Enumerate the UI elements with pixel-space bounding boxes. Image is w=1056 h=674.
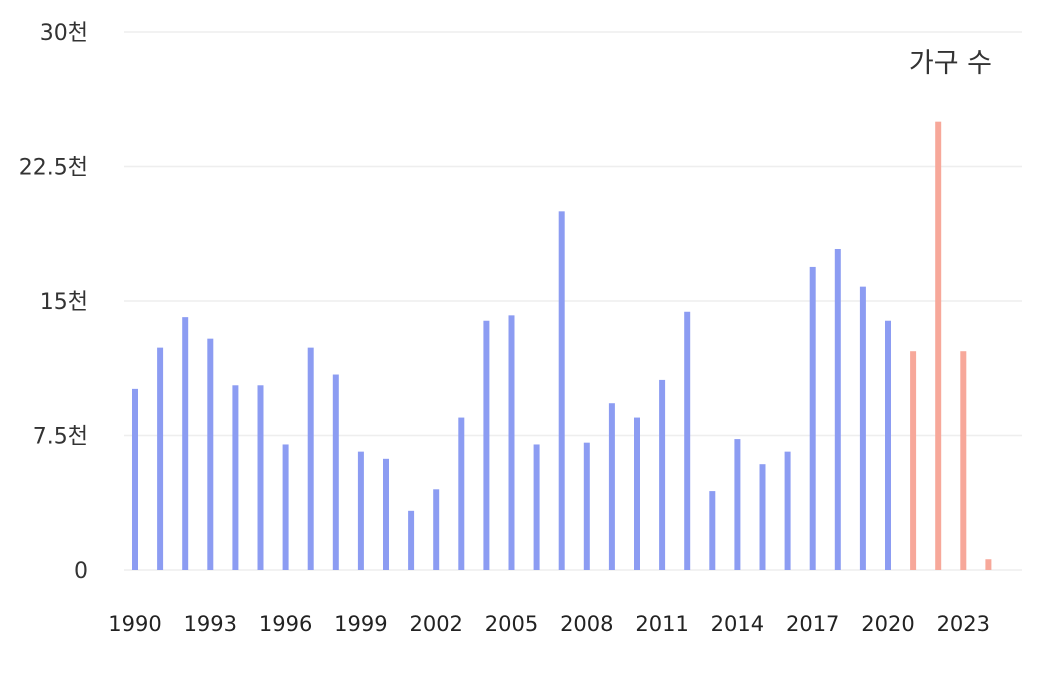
bar-2001 [408, 510, 415, 570]
bar-2007 [558, 211, 565, 571]
bar-2019 [859, 286, 866, 570]
bar-1993 [207, 338, 214, 570]
bar-2020 [885, 320, 891, 570]
x-tick-label: 2017 [786, 612, 839, 636]
y-tick-label: 0 [74, 559, 88, 584]
x-tick-label: 1990 [108, 612, 161, 636]
bar-1997 [307, 347, 314, 570]
bar-2014 [734, 439, 741, 570]
bar-1994 [232, 385, 239, 570]
x-tick-label: 2011 [635, 612, 688, 636]
bar-2016 [784, 451, 791, 570]
bar-2004 [483, 320, 490, 570]
y-tick-label: 30천 [40, 21, 88, 46]
bar-2012 [684, 311, 691, 570]
x-tick-label: 2002 [409, 612, 462, 636]
bar-2023 [960, 351, 967, 570]
bar-1995 [257, 385, 264, 570]
bar-2022 [935, 121, 942, 571]
bar-1990 [132, 388, 138, 570]
grid-lines [124, 31, 1022, 571]
bar-1998 [332, 374, 339, 570]
x-tick-label: 2023 [937, 612, 990, 636]
bars [132, 121, 992, 571]
y-tick-label: 15천 [40, 290, 88, 315]
bar-1996 [282, 444, 289, 570]
bar-2009 [608, 403, 615, 570]
x-tick-label: 2005 [485, 612, 538, 636]
bar-2005 [508, 315, 515, 570]
bar-2018 [834, 248, 841, 570]
x-tick-label: 1996 [259, 612, 312, 636]
x-tick-label: 2014 [711, 612, 764, 636]
bar-2024 [985, 559, 992, 570]
bar-1992 [182, 317, 189, 570]
bar-2015 [759, 464, 766, 570]
bar-1999 [357, 451, 364, 570]
x-tick-label: 1993 [184, 612, 237, 636]
y-axis-ticks: 0 7.5천 15천 22.5천 30천 [19, 21, 88, 584]
bar-2021 [910, 351, 917, 570]
bar-2006 [533, 444, 540, 570]
legend-label: 가구 수 [909, 48, 992, 79]
bar-2010 [634, 417, 640, 570]
x-tick-label: 1999 [334, 612, 387, 636]
y-tick-label: 22.5천 [19, 156, 88, 181]
bar-2003 [458, 417, 465, 570]
x-axis-ticks: 1990 1993 1996 1999 2002 2005 2008 2011 2014 2017… [108, 612, 990, 636]
x-tick-label: 2020 [861, 612, 914, 636]
bar-2000 [383, 458, 389, 570]
bar-2013 [709, 491, 716, 570]
x-tick-label: 2008 [560, 612, 613, 636]
bar-2017 [809, 266, 816, 570]
bar-2002 [433, 489, 440, 570]
bar-2008 [583, 442, 590, 570]
y-tick-label: 7.5천 [33, 425, 88, 450]
bar-2011 [659, 379, 666, 570]
bar-1991 [157, 347, 164, 570]
